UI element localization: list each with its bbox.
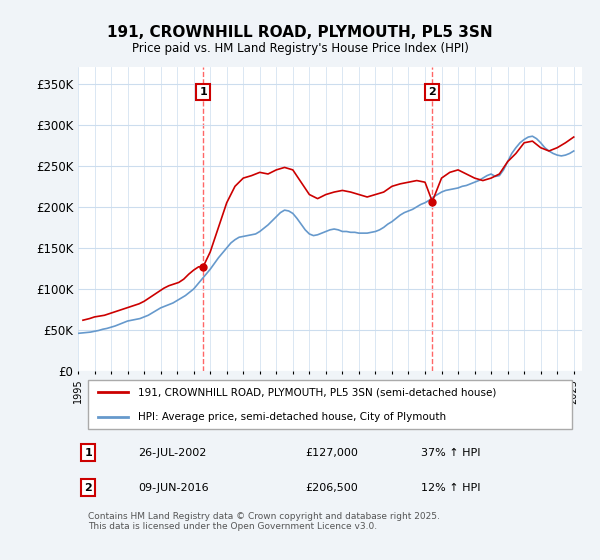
- Text: 2: 2: [428, 87, 436, 97]
- FancyBboxPatch shape: [88, 380, 572, 430]
- Text: 12% ↑ HPI: 12% ↑ HPI: [421, 483, 480, 493]
- Text: 191, CROWNHILL ROAD, PLYMOUTH, PL5 3SN: 191, CROWNHILL ROAD, PLYMOUTH, PL5 3SN: [107, 25, 493, 40]
- Text: 09-JUN-2016: 09-JUN-2016: [139, 483, 209, 493]
- Text: 37% ↑ HPI: 37% ↑ HPI: [421, 447, 480, 458]
- Text: Price paid vs. HM Land Registry's House Price Index (HPI): Price paid vs. HM Land Registry's House …: [131, 42, 469, 55]
- Text: £206,500: £206,500: [305, 483, 358, 493]
- Text: 1: 1: [84, 447, 92, 458]
- Text: 26-JUL-2002: 26-JUL-2002: [139, 447, 207, 458]
- Text: 1: 1: [199, 87, 207, 97]
- Text: Contains HM Land Registry data © Crown copyright and database right 2025.
This d: Contains HM Land Registry data © Crown c…: [88, 512, 440, 531]
- Text: HPI: Average price, semi-detached house, City of Plymouth: HPI: Average price, semi-detached house,…: [139, 412, 446, 422]
- Text: 2: 2: [84, 483, 92, 493]
- Text: £127,000: £127,000: [305, 447, 358, 458]
- Text: 191, CROWNHILL ROAD, PLYMOUTH, PL5 3SN (semi-detached house): 191, CROWNHILL ROAD, PLYMOUTH, PL5 3SN (…: [139, 388, 497, 398]
